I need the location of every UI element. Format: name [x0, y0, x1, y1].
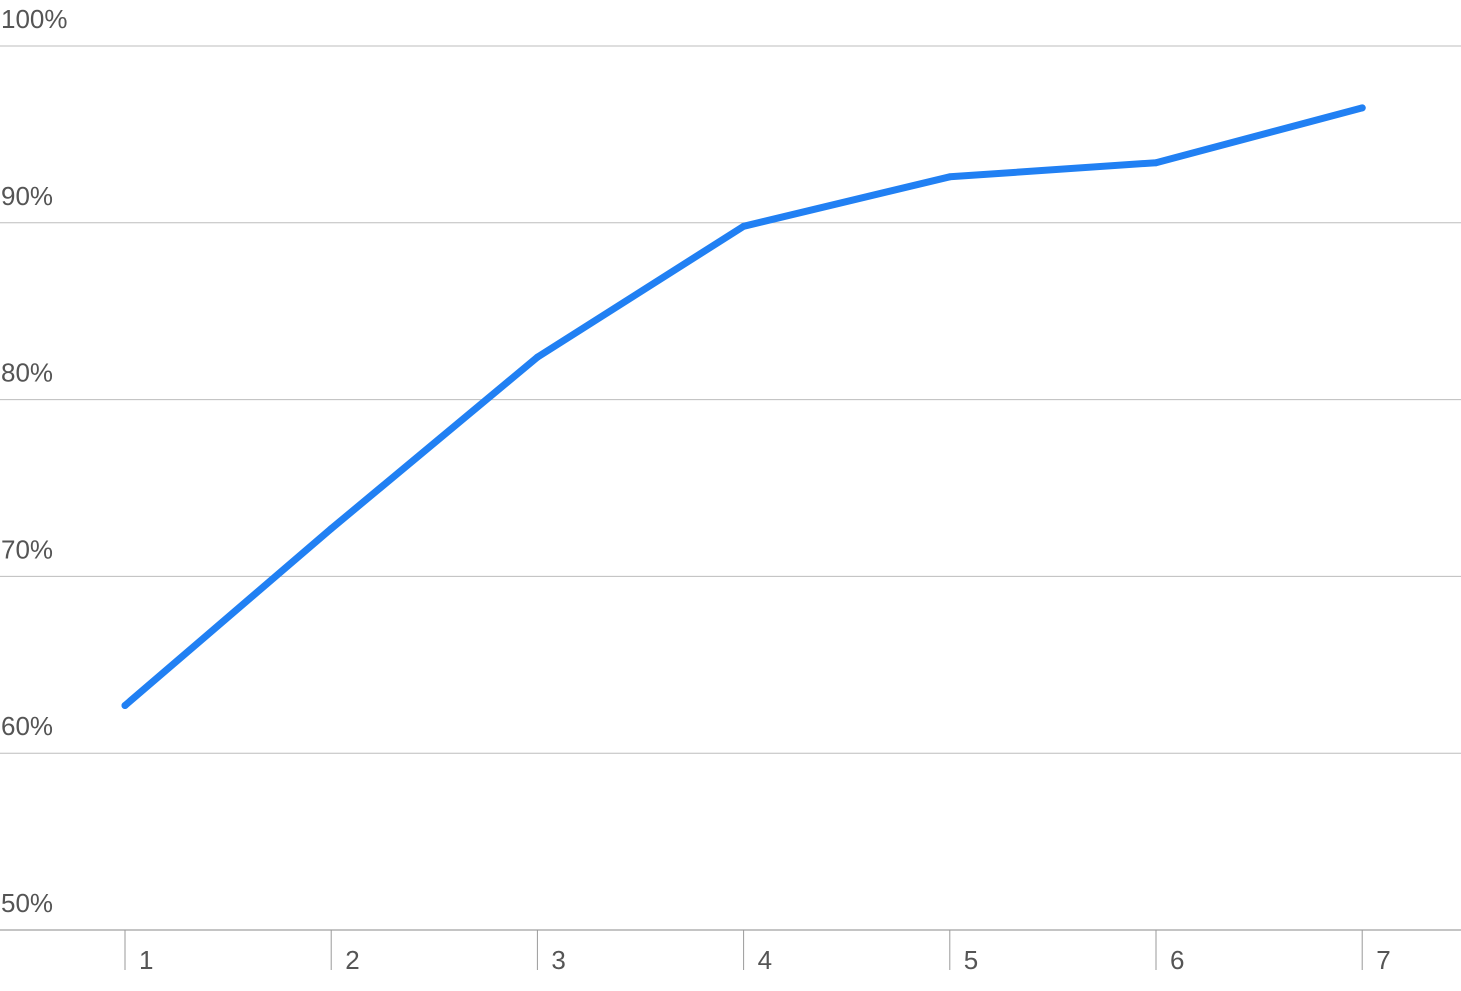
- x-tick-label-2: 2: [345, 945, 359, 975]
- series-line-1: [121, 104, 1366, 709]
- y-tick-label-90: 90%: [1, 181, 53, 211]
- x-tick-label-4: 4: [758, 945, 772, 975]
- x-tick-label-7: 7: [1376, 945, 1390, 975]
- data-point-6: [1152, 159, 1160, 167]
- x-axis: 1 2 3 4 5 6 7: [0, 929, 1461, 975]
- y-tick-label-80: 80%: [1, 358, 53, 388]
- data-point-1: [121, 701, 129, 709]
- x-tick-label-1: 1: [139, 945, 153, 975]
- x-tick-label-6: 6: [1170, 945, 1184, 975]
- series-lines: [121, 104, 1366, 709]
- x-tick-label-3: 3: [551, 945, 565, 975]
- x-tick-label-5: 5: [964, 945, 978, 975]
- data-point-4: [740, 222, 748, 230]
- y-tick-label-100: 100%: [1, 4, 68, 34]
- data-point-7: [1358, 104, 1366, 112]
- data-point-5: [946, 173, 954, 181]
- data-point-2: [327, 525, 335, 533]
- y-tick-label-50: 50%: [1, 888, 53, 918]
- y-tick-label-70: 70%: [1, 534, 53, 564]
- y-gridlines: [0, 45, 1461, 754]
- y-axis-tick-labels: 50% 60% 70% 80% 90% 100%: [1, 4, 68, 918]
- data-point-3: [533, 353, 541, 361]
- y-tick-label-60: 60%: [1, 711, 53, 741]
